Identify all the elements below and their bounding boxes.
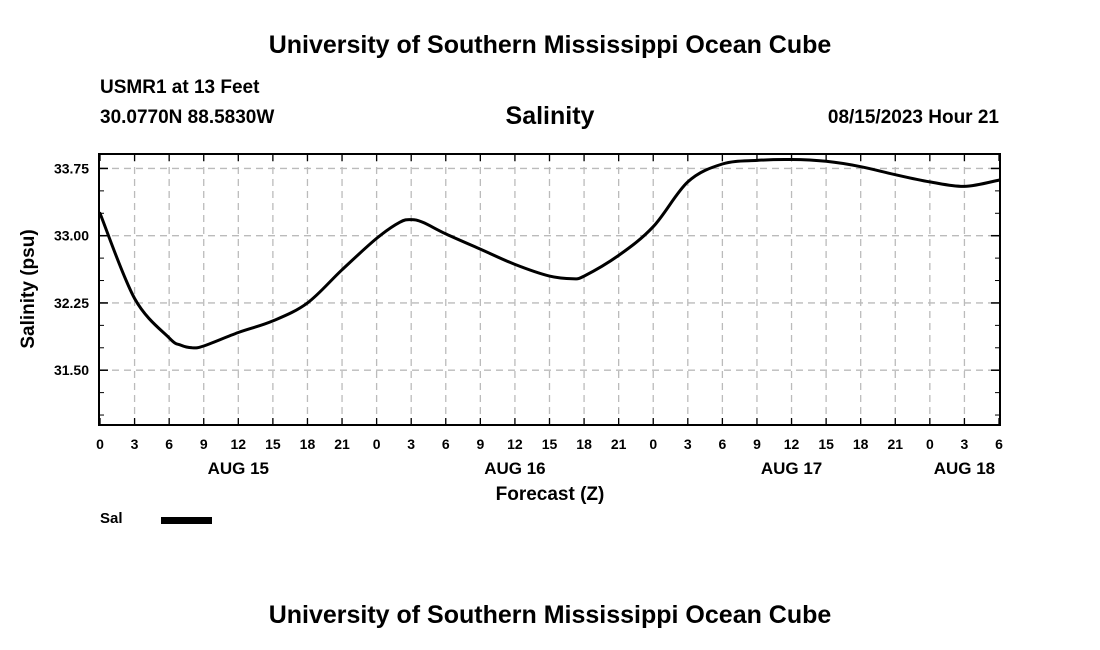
x-tick-label: 21	[887, 436, 903, 452]
y-tick-label: 33.75	[54, 160, 89, 176]
y-tick-label: 33.00	[54, 228, 89, 244]
date-label: AUG 17	[761, 459, 822, 478]
x-tick-label: 15	[542, 436, 558, 452]
x-tick-label: 6	[718, 436, 726, 452]
x-tick-label: 15	[818, 436, 834, 452]
x-tick-label: 21	[611, 436, 627, 452]
series-layer	[98, 157, 1001, 350]
y-axis-title: Salinity (psu)	[18, 229, 39, 348]
x-tick-label: 9	[200, 436, 208, 452]
chart-title: Salinity	[505, 102, 595, 130]
station-label: USMR1 at 13 Feet	[100, 77, 260, 98]
x-tick-label: 12	[231, 436, 247, 452]
date-label: AUG 18	[934, 459, 995, 478]
x-tick-label: 3	[961, 436, 969, 452]
legend-label-sal: Sal	[100, 510, 123, 527]
x-tick-label: 0	[96, 436, 104, 452]
axis-labels: 0 3 6 9 12 15 18 21 0 3 6 9 12 15 18 21 0 3 6 9 12 15 18 21 0 3 6 3…	[54, 160, 1003, 478]
grid-lines	[100, 155, 999, 424]
x-tick-label: 3	[684, 436, 692, 452]
y-tick-label: 31.50	[54, 362, 89, 378]
x-tick-label: 15	[265, 436, 281, 452]
series-line-sal	[98, 157, 1001, 350]
x-tick-label: 9	[476, 436, 484, 452]
x-tick-label: 18	[576, 436, 592, 452]
date-label: AUG 15	[208, 459, 269, 478]
plot-frame	[98, 153, 1001, 426]
x-tick-label: 12	[784, 436, 800, 452]
x-tick-label: 12	[507, 436, 523, 452]
date-label: AUG 16	[484, 459, 545, 478]
x-tick-label: 0	[649, 436, 657, 452]
legend-swatch-sal	[161, 517, 212, 524]
x-tick-label: 6	[442, 436, 450, 452]
station-coordinates: 30.0770N 88.5830W	[100, 107, 275, 128]
x-tick-label: 0	[926, 436, 934, 452]
x-axis-title: Forecast (Z)	[496, 484, 605, 505]
x-tick-label: 3	[407, 436, 415, 452]
y-tick-label: 32.25	[54, 295, 89, 311]
chart-main-title: University of Southern Mississippi Ocean…	[268, 31, 832, 59]
x-tick-label: 3	[131, 436, 139, 452]
x-tick-label: 9	[753, 436, 761, 452]
forecast-timestamp: 08/15/2023 Hour 21	[827, 107, 999, 128]
x-tick-label: 18	[853, 436, 869, 452]
x-tick-label: 18	[300, 436, 316, 452]
x-tick-label: 0	[373, 436, 381, 452]
x-tick-label: 6	[995, 436, 1003, 452]
x-tick-label: 21	[334, 436, 350, 452]
x-tick-label: 6	[165, 436, 173, 452]
footer-title: University of Southern Mississippi Ocean…	[268, 601, 832, 629]
